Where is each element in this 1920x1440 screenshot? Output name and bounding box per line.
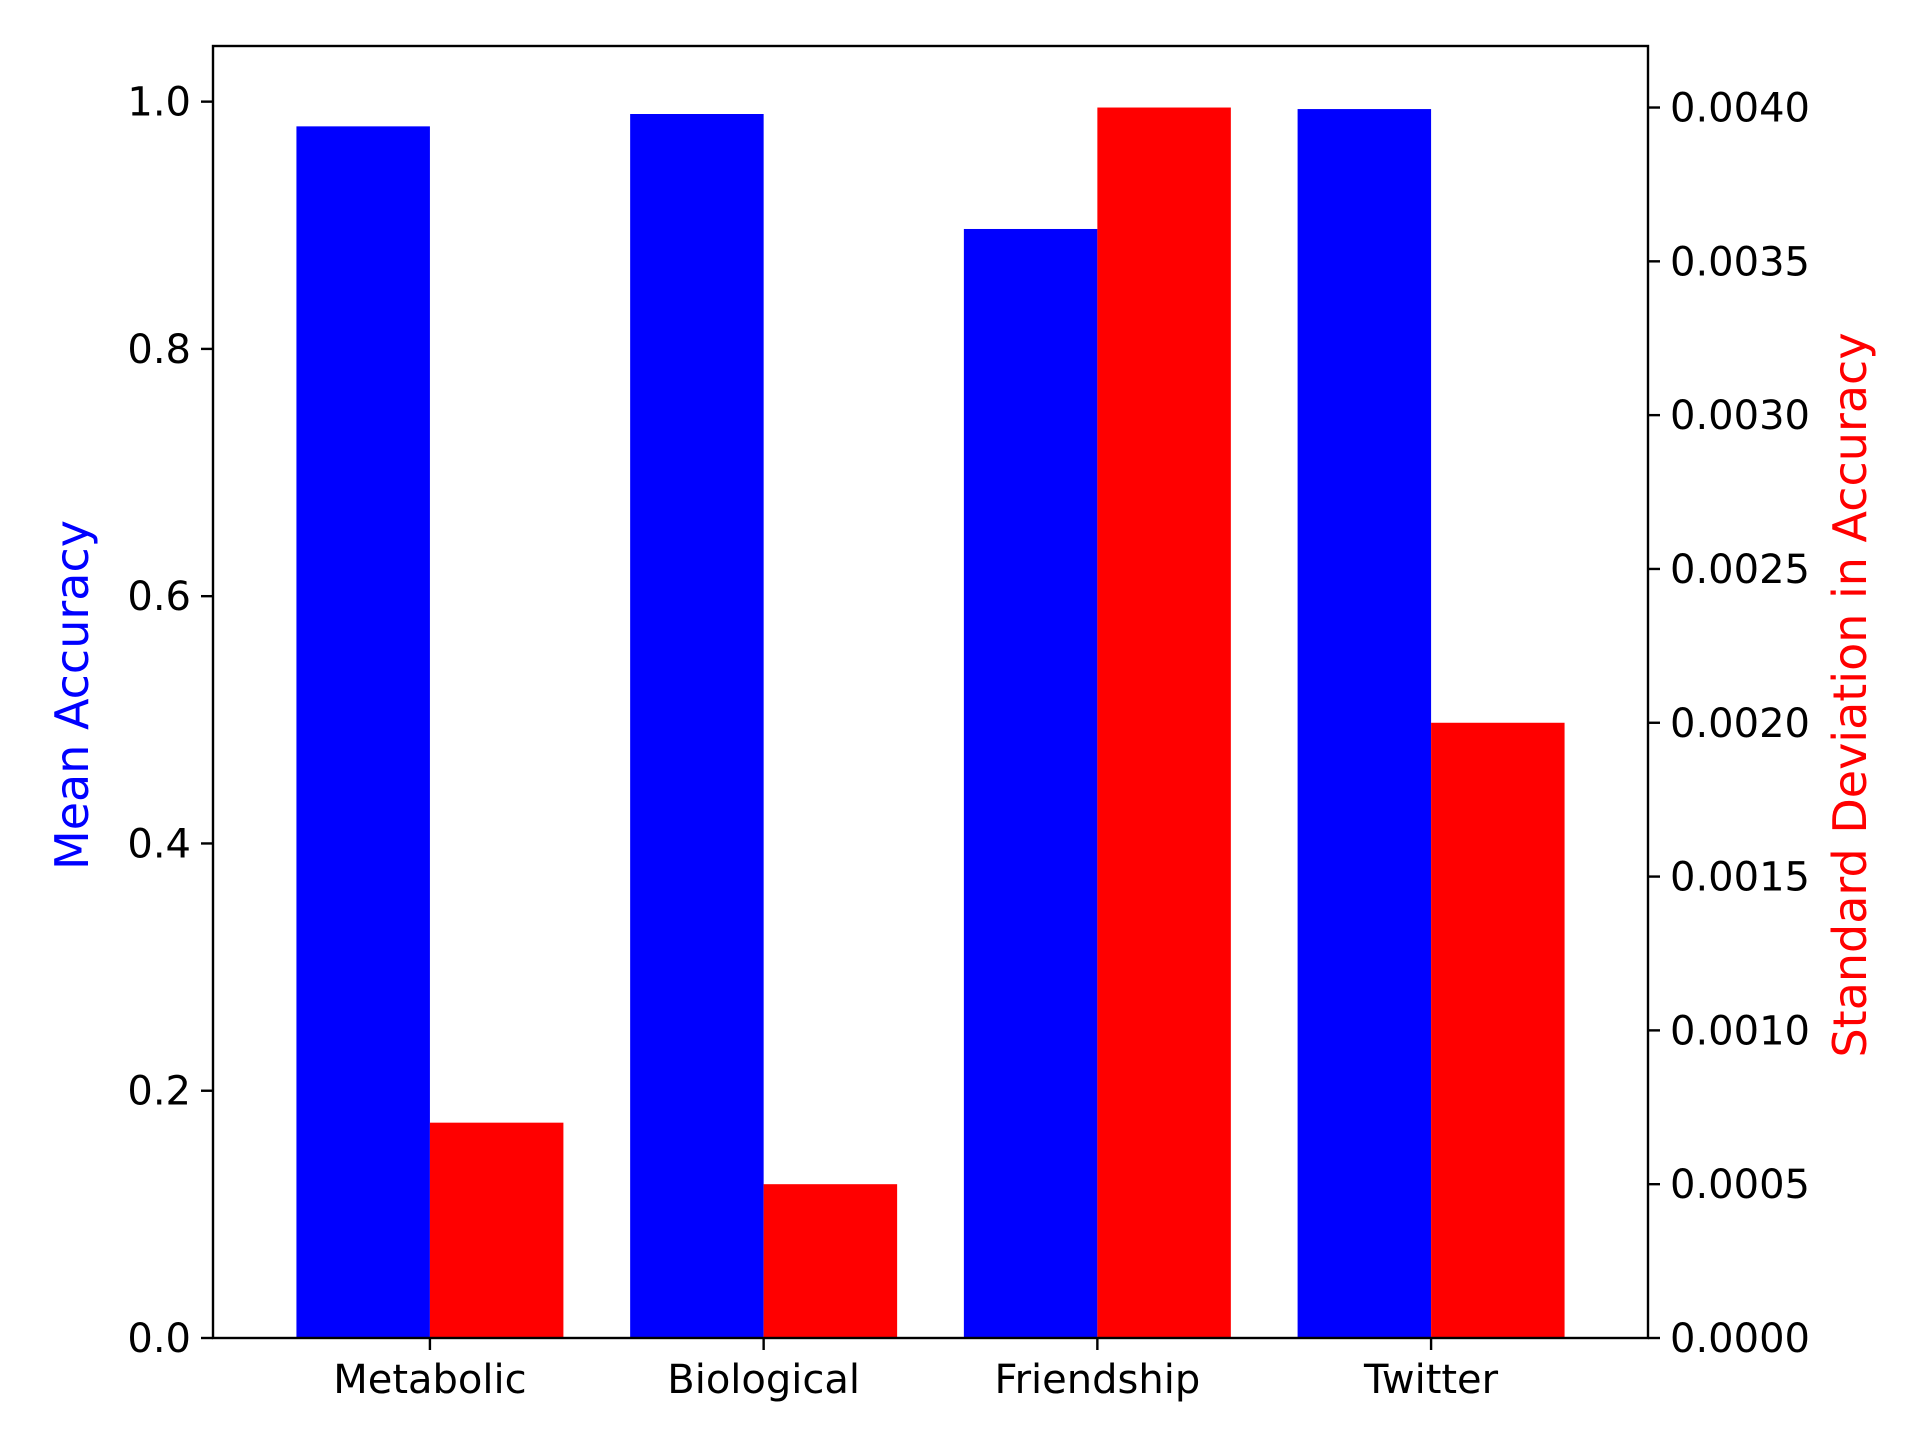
y-left-tick-label: 0.2 [127, 1069, 191, 1115]
y-right-tick-label: 0.0000 [1670, 1316, 1810, 1362]
y-left-tick-label: 0.4 [127, 821, 191, 867]
y-right-tick-label: 0.0040 [1670, 86, 1810, 132]
std-accuracy-bar-metabolic [429, 1122, 564, 1338]
axes-layer: Metabolic Biological Friendship Twitter0.00… [127, 44, 1810, 1403]
y-right-tick-label: 0.0015 [1670, 855, 1810, 901]
bars-layer [296, 107, 1565, 1339]
mean-accuracy-bar-friendship [963, 228, 1098, 1338]
y-left-tick-label: 1.0 [127, 80, 191, 126]
plot-frame [211, 44, 1650, 1340]
x-tick-label: Friendship [995, 1357, 1201, 1403]
mean-accuracy-bar-biological [630, 114, 764, 1338]
y-right-tick-label: 0.0005 [1670, 1162, 1810, 1208]
y-left-tick-label: 0.8 [127, 327, 191, 373]
y-left-tick-label: 0.0 [127, 1316, 191, 1362]
y-axis-right-title: Standard Deviation in Accuracy [1823, 332, 1877, 1057]
x-tick-label: Metabolic [333, 1357, 526, 1403]
std-accuracy-bar-twitter [1431, 722, 1565, 1338]
y-right-tick-label: 0.0025 [1670, 547, 1810, 593]
y-axis-left-title: Mean Accuracy [45, 520, 99, 870]
y-right-tick-label: 0.0030 [1670, 393, 1810, 439]
y-left-tick-label: 0.6 [127, 574, 191, 620]
std-accuracy-bar-biological [763, 1184, 898, 1338]
y-right-tick-label: 0.0035 [1670, 239, 1810, 285]
y-right-tick-label: 0.0010 [1670, 1008, 1810, 1054]
mean-accuracy-bar-metabolic [296, 126, 430, 1338]
x-tick-label: Twitter [1363, 1357, 1499, 1403]
std-accuracy-bar-friendship [1097, 107, 1231, 1339]
x-tick-label: Biological [667, 1357, 860, 1403]
y-right-tick-label: 0.0020 [1670, 701, 1810, 747]
mean-accuracy-bar-twitter [1297, 109, 1432, 1338]
